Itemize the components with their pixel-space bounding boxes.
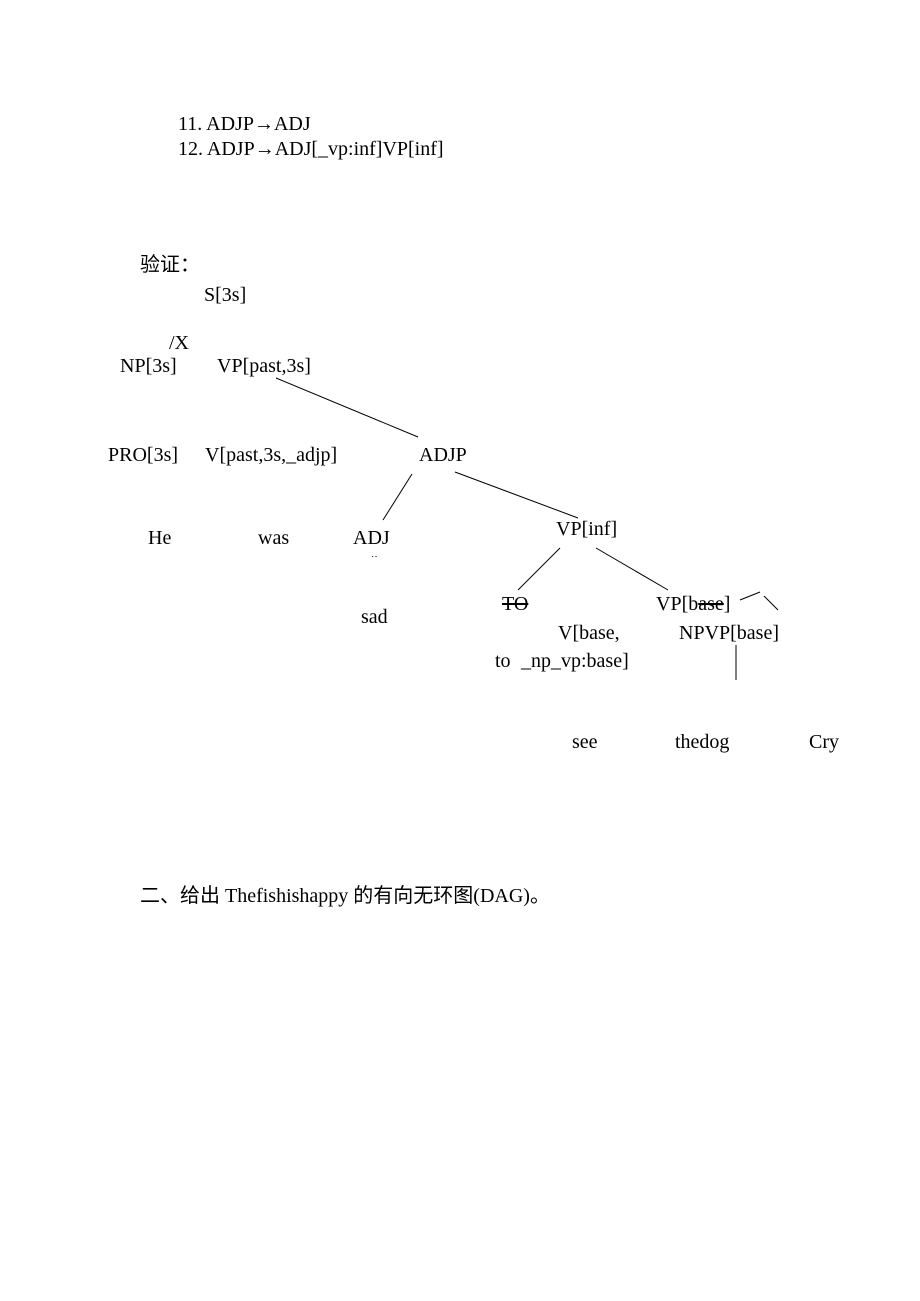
tree-edges [0, 0, 920, 1301]
